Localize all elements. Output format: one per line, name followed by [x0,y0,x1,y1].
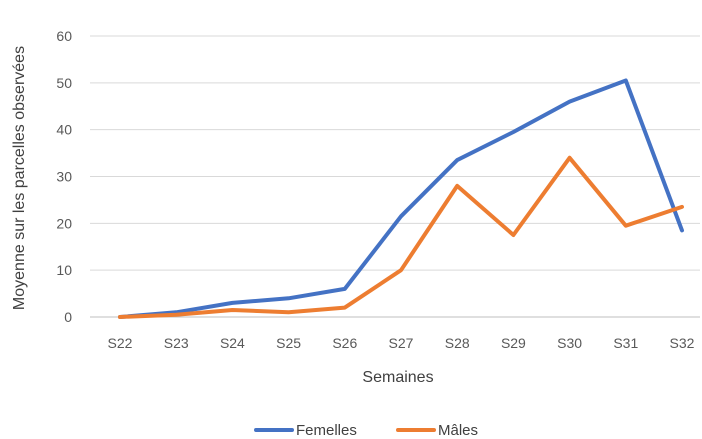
y-tick-label: 0 [64,309,72,325]
legend-label: Mâles [438,422,478,439]
y-tick-label: 10 [56,262,72,278]
y-tick-label: 20 [56,215,72,231]
x-axis-ticks: S22 S23 S24 S25 S26 S27 S28 S29 S30 S31 S32 [108,335,695,351]
y-tick-label: 50 [56,75,72,91]
x-tick-label: S28 [445,335,470,351]
x-tick-label: S25 [276,335,301,351]
x-tick-label: S29 [501,335,526,351]
series-line-males [118,155,684,319]
series-line-femelles [118,78,684,319]
x-tick-label: S27 [389,335,414,351]
x-tick-label: S24 [220,335,245,351]
series-lines [118,78,684,319]
x-tick-label: S30 [557,335,582,351]
y-axis-title: Moyenne sur les parcelles observées [11,46,28,310]
y-tick-label: 30 [56,169,72,185]
legend: Femelles Mâles [254,422,478,439]
x-tick-label: S26 [332,335,357,351]
legend-label: Femelles [296,422,357,439]
y-tick-label: 60 [56,28,72,44]
x-axis-title: Semaines [362,369,433,386]
x-tick-label: S23 [164,335,189,351]
x-tick-label: S31 [613,335,638,351]
x-tick-label: S32 [670,335,695,351]
y-tick-label: 40 [56,122,72,138]
y-axis-ticks: 0 10 20 30 40 50 60 [56,28,72,325]
x-tick-label: S22 [108,335,133,351]
